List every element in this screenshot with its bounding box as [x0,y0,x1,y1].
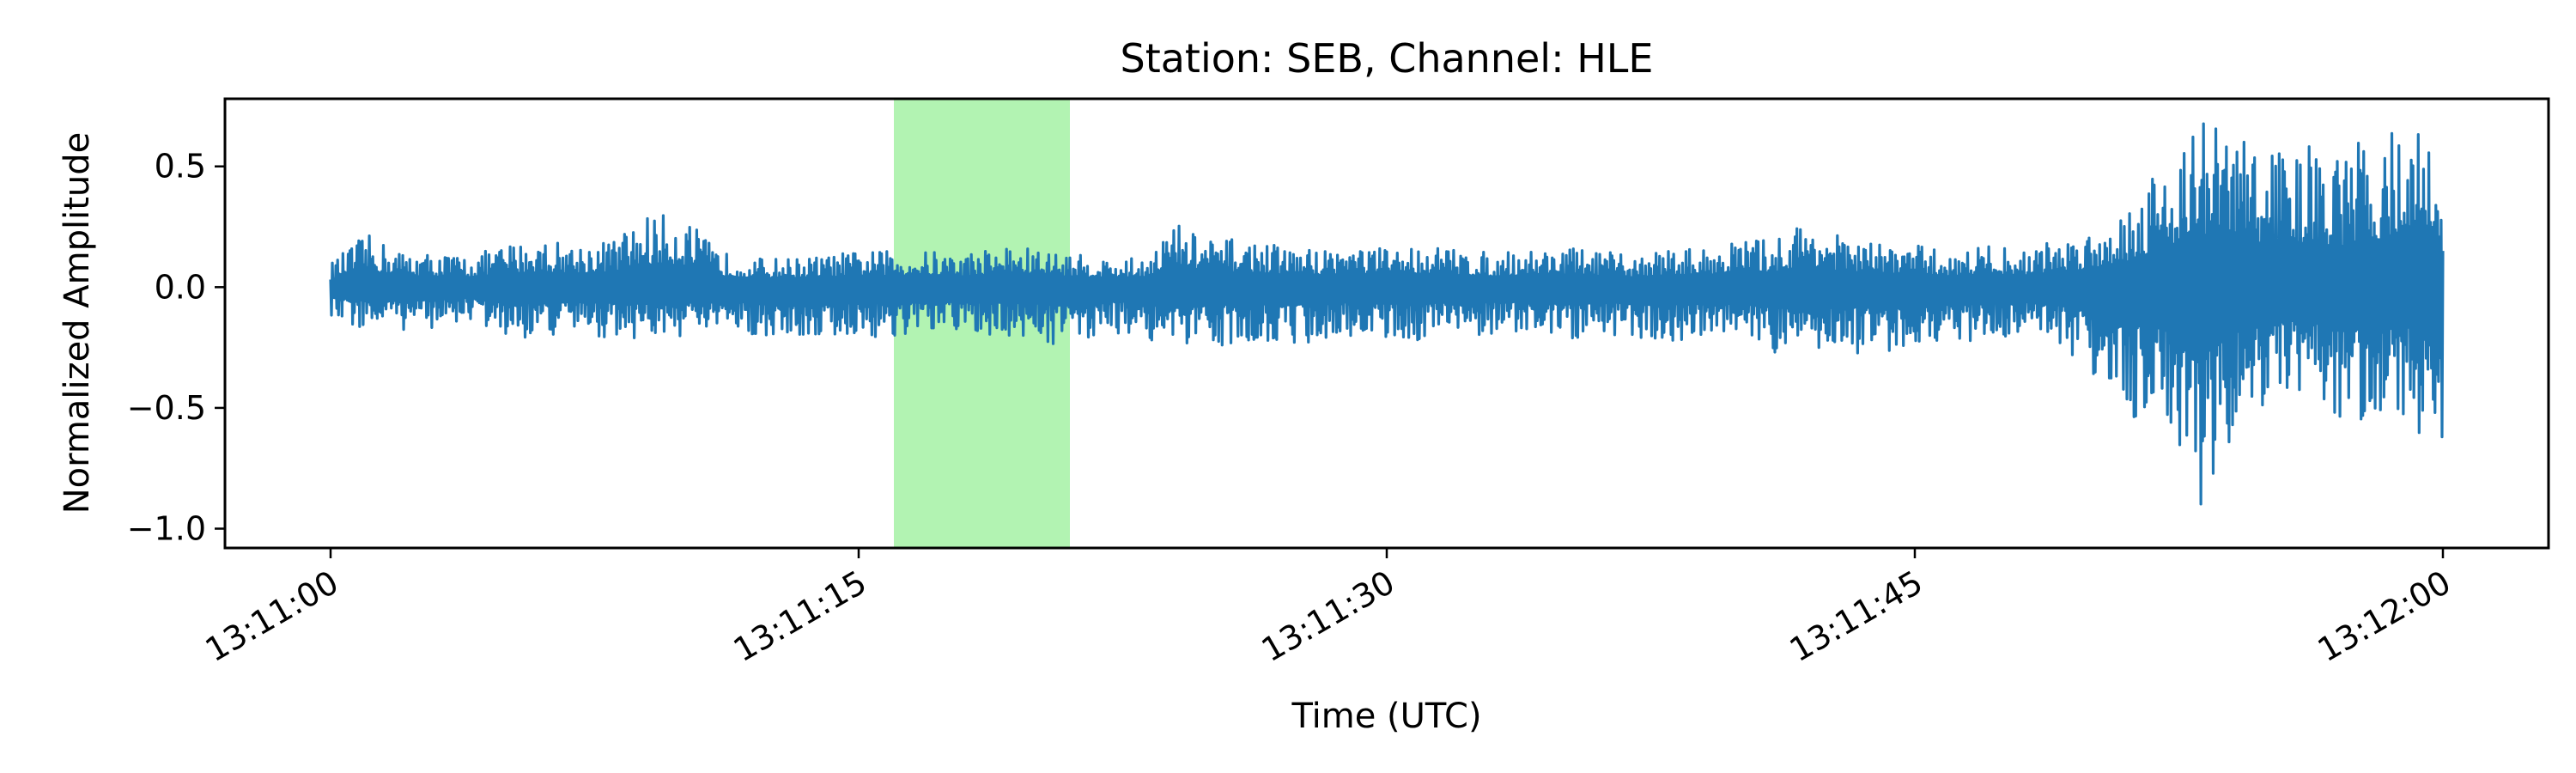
y-tick-label: −1.0 [127,510,206,548]
trace-layer [329,122,2445,506]
y-tick-label: −0.5 [127,389,206,427]
x-axis-label: Time (UTC) [1291,697,1481,736]
y-tick-label: 0.0 [155,268,206,306]
y-tick-label: 0.5 [155,148,206,186]
waveform-trace [329,122,2445,506]
y-axis-label: Normalized Amplitude [58,132,97,514]
y-axis: 0.5 0.0 −0.5 −1.0 [127,148,225,548]
chart-title: Station: SEB, Channel: HLE [1121,35,1654,82]
